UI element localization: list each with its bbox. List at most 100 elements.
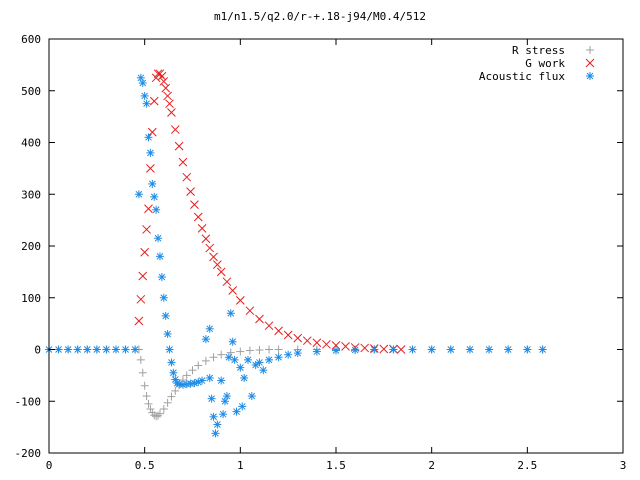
data-point	[157, 71, 167, 81]
data-point	[165, 99, 174, 109]
y-tick-label: -100	[15, 395, 42, 408]
data-point	[159, 405, 168, 414]
data-point	[274, 326, 283, 336]
data-point	[226, 309, 235, 318]
data-point	[247, 392, 256, 401]
data-point	[238, 402, 247, 411]
data-point	[332, 346, 340, 355]
data-point	[190, 200, 199, 209]
data-point	[134, 316, 144, 326]
x-tick-label: 0	[46, 459, 53, 472]
x-tick-label: 1	[237, 459, 244, 472]
data-point	[232, 407, 241, 416]
data-point	[171, 375, 180, 384]
data-point	[144, 133, 153, 142]
data-point	[148, 179, 157, 188]
y-tick-label: 0	[34, 344, 41, 357]
data-point	[245, 346, 254, 355]
data-point	[201, 356, 210, 365]
data-point	[174, 141, 184, 151]
data-point	[198, 376, 207, 385]
data-point	[142, 392, 151, 401]
data-point	[54, 345, 63, 354]
data-point	[154, 411, 163, 420]
legend-label: Acoustic flux	[479, 70, 565, 83]
data-point	[213, 260, 222, 269]
x-tick-label: 3	[620, 459, 627, 472]
series-1	[134, 69, 406, 354]
data-point	[219, 410, 228, 419]
data-point	[193, 212, 203, 222]
data-point	[169, 368, 178, 377]
plot-area	[45, 69, 547, 438]
data-point	[163, 398, 172, 407]
data-point	[446, 345, 455, 354]
data-point	[408, 345, 417, 354]
data-point	[240, 373, 249, 382]
legend-marker	[585, 58, 595, 68]
data-point	[152, 205, 161, 214]
data-point	[154, 234, 163, 243]
data-point	[243, 355, 252, 364]
data-point	[201, 335, 210, 344]
data-point	[136, 294, 146, 304]
legend-marker	[586, 72, 594, 80]
data-point	[217, 350, 226, 359]
data-point	[134, 190, 143, 199]
data-point	[140, 91, 149, 100]
data-point	[83, 345, 92, 354]
data-point	[341, 342, 350, 351]
data-point	[211, 429, 220, 438]
data-point	[205, 324, 214, 333]
data-point	[293, 333, 303, 343]
data-point	[236, 347, 245, 356]
data-point	[197, 224, 207, 233]
data-point	[142, 99, 151, 108]
data-point	[167, 358, 176, 367]
data-point	[161, 311, 170, 320]
y-tick-label: -200	[15, 447, 42, 460]
y-tick-label: 200	[21, 240, 41, 253]
data-point	[150, 192, 159, 201]
data-point	[140, 247, 150, 257]
data-point	[222, 277, 232, 287]
data-point	[144, 399, 153, 408]
data-point	[136, 355, 145, 364]
data-point	[209, 353, 218, 362]
data-point	[178, 157, 188, 167]
x-tick-label: 2	[428, 459, 435, 472]
legend-label: R stress	[512, 44, 565, 57]
data-point	[186, 187, 195, 197]
y-tick-label: 500	[21, 85, 41, 98]
data-point	[201, 234, 211, 244]
data-point	[255, 358, 264, 367]
data-point	[140, 381, 149, 390]
data-point	[171, 386, 180, 395]
data-point	[283, 330, 293, 340]
data-point	[504, 345, 513, 354]
data-point	[312, 338, 322, 348]
data-point	[485, 345, 494, 354]
data-point	[190, 379, 199, 388]
data-point	[138, 271, 148, 281]
data-point	[194, 361, 203, 370]
legend-label: G work	[525, 57, 565, 70]
data-point	[302, 336, 312, 346]
data-point	[209, 412, 218, 421]
data-point	[230, 355, 239, 364]
data-point	[159, 293, 168, 302]
plot-frame	[48, 38, 624, 454]
data-point	[216, 267, 226, 277]
data-point	[163, 91, 172, 101]
data-point	[205, 243, 215, 253]
data-point	[322, 339, 331, 349]
data-point	[182, 371, 191, 380]
data-point	[153, 69, 163, 79]
axes: 0 0.5 1 1.5 2 2.5 3 -200 -100 0 100 200 300 400 500 600	[15, 33, 627, 472]
data-point	[236, 363, 245, 372]
data-point	[465, 345, 474, 354]
data-point	[235, 295, 245, 305]
data-point	[396, 345, 406, 354]
